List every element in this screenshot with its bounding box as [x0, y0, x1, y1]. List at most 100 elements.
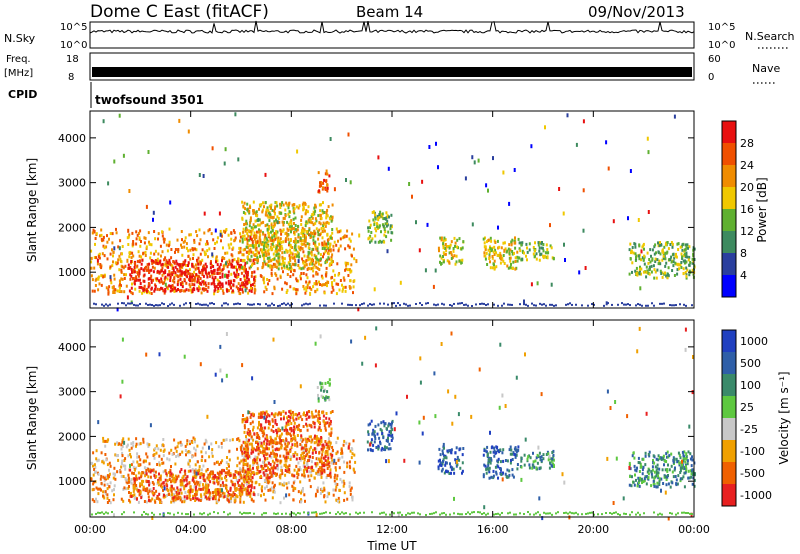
- data-cell: [328, 398, 331, 402]
- data-cell: [94, 480, 97, 484]
- data-cell: [655, 276, 658, 280]
- data-cell: [191, 264, 194, 268]
- data-cell: [267, 481, 270, 485]
- data-cell: [450, 240, 453, 244]
- data-cell: [322, 252, 325, 256]
- data-cell: [354, 460, 357, 464]
- data-cell: [225, 461, 228, 465]
- data-cell: [260, 423, 263, 427]
- data-cell: [132, 270, 135, 274]
- data-cell: [303, 242, 306, 246]
- data-cell: [378, 225, 381, 229]
- data-cell: [348, 237, 351, 241]
- data-cell: [137, 271, 140, 275]
- data-cell: [93, 480, 95, 484]
- data-cell: [235, 260, 238, 264]
- data-cell: [669, 258, 672, 262]
- data-cell: [138, 259, 141, 263]
- data-cell: [237, 260, 240, 264]
- data-cell: [544, 125, 546, 130]
- data-cell: [270, 246, 273, 250]
- data-cell: [380, 213, 383, 217]
- data-cell: [256, 471, 259, 475]
- data-cell: [218, 475, 221, 479]
- data-cell: [383, 302, 385, 305]
- data-cell: [289, 248, 292, 252]
- data-cell: [147, 467, 150, 471]
- data-cell: [671, 269, 674, 272]
- data-cell: [660, 243, 662, 246]
- data-cell: [331, 253, 334, 257]
- data-cell: [343, 470, 346, 474]
- data-cell: [191, 279, 194, 283]
- data-cell: [201, 273, 204, 276]
- data-cell: [438, 447, 441, 451]
- data-cell: [388, 430, 391, 434]
- data-cell: [497, 457, 500, 461]
- data-cell: [366, 440, 369, 444]
- data-cell: [547, 251, 550, 255]
- data-cell: [168, 458, 171, 462]
- data-cell: [100, 451, 103, 455]
- data-cell: [490, 458, 493, 462]
- data-cell: [191, 288, 194, 292]
- data-cell: [265, 241, 268, 245]
- data-cell: [205, 303, 207, 306]
- data-cell: [213, 462, 216, 466]
- data-cell: [160, 269, 163, 273]
- data-cell: [262, 454, 265, 458]
- data-cell: [245, 237, 248, 241]
- freq-tick-bottom: 8: [68, 72, 74, 83]
- data-cell: [229, 472, 232, 476]
- data-cell: [538, 246, 541, 250]
- data-cell: [318, 421, 321, 424]
- data-cell: [352, 439, 355, 443]
- data-cell: [293, 222, 295, 225]
- data-cell: [281, 303, 283, 306]
- data-cell: [628, 272, 631, 276]
- data-cell: [122, 475, 125, 478]
- data-cell: [236, 270, 238, 274]
- data-cell: [391, 428, 394, 432]
- data-cell: [97, 472, 100, 476]
- data-cell: [461, 469, 464, 473]
- data-cell: [379, 239, 382, 243]
- data-cell: [142, 479, 145, 483]
- data-cell: [286, 220, 289, 224]
- data-cell: [379, 440, 381, 444]
- data-cell: [211, 302, 213, 305]
- data-cell: [115, 454, 118, 458]
- data-cell: [159, 501, 161, 504]
- data-cell: [378, 216, 381, 219]
- data-cell: [373, 223, 376, 227]
- data-cell: [160, 484, 162, 488]
- data-cell: [308, 450, 311, 454]
- data-cell: [279, 246, 281, 249]
- data-cell: [94, 278, 97, 282]
- data-cell: [342, 276, 345, 280]
- data-cell: [164, 271, 167, 274]
- data-cell: [685, 274, 688, 278]
- data-cell: [680, 266, 683, 269]
- data-cell: [285, 282, 288, 286]
- data-cell: [248, 432, 251, 436]
- data-cell: [239, 471, 242, 475]
- data-cell: [251, 412, 254, 416]
- data-cell: [294, 259, 297, 262]
- data-cell: [305, 444, 308, 447]
- data-cell: [90, 477, 93, 481]
- data-cell: [250, 289, 253, 293]
- data-cell: [216, 236, 219, 240]
- data-cell: [241, 418, 244, 422]
- data-cell: [251, 303, 253, 306]
- data-cell: [207, 271, 210, 275]
- data-cell: [442, 255, 444, 258]
- data-cell: [155, 304, 157, 307]
- data-cell: [291, 484, 294, 488]
- colorbar-tick-label: 4: [740, 269, 747, 282]
- data-cell: [645, 304, 647, 307]
- data-cell: [265, 415, 268, 419]
- data-cell: [318, 189, 321, 193]
- data-cell: [209, 480, 212, 484]
- data-cell: [171, 453, 174, 456]
